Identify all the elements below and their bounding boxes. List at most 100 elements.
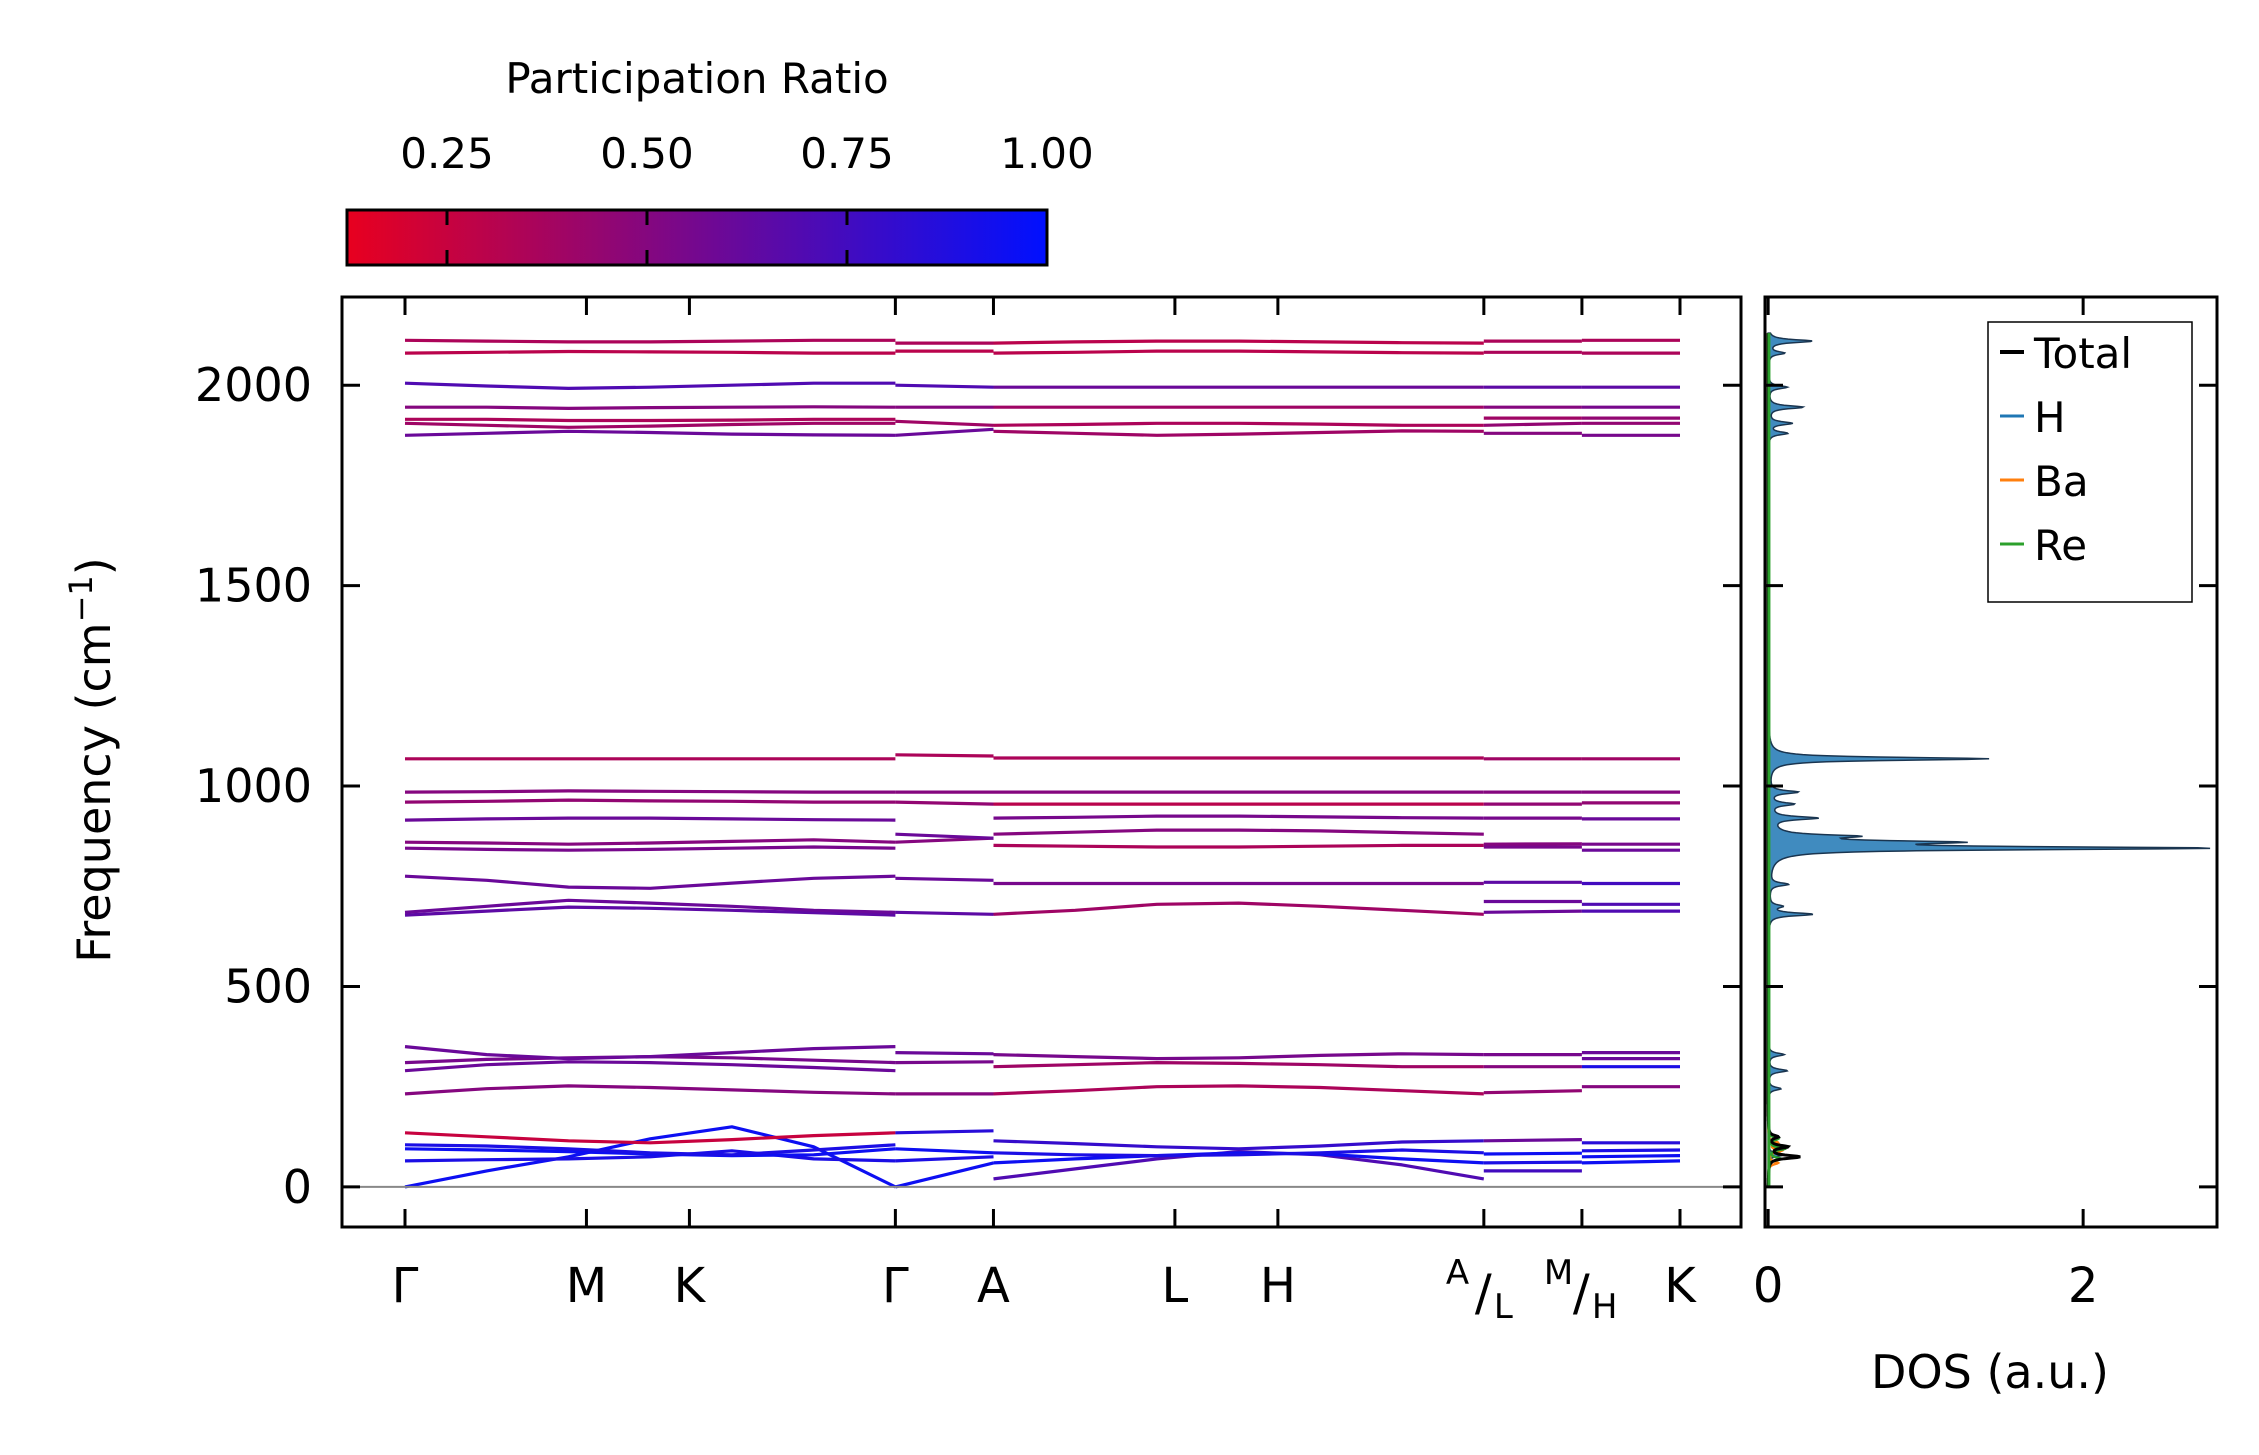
band-line bbox=[993, 421, 1484, 427]
kpoint-label-slash: / bbox=[1475, 1264, 1492, 1322]
band-line bbox=[405, 405, 896, 410]
kpoint-label: H bbox=[1260, 1258, 1296, 1314]
kpoint-label: K bbox=[1664, 1258, 1697, 1314]
y-axis-ticks bbox=[342, 383, 1741, 1189]
band-line bbox=[895, 1147, 994, 1155]
band-line bbox=[993, 1148, 1484, 1158]
band-line bbox=[993, 1139, 1484, 1151]
kpoint-label: L bbox=[1162, 1258, 1189, 1314]
band-line bbox=[895, 876, 994, 882]
band-line bbox=[895, 1060, 994, 1065]
kpoint-label: M bbox=[566, 1258, 607, 1314]
dos-x-tick-label: 0 bbox=[1753, 1258, 1784, 1314]
band-line bbox=[404, 905, 896, 917]
dos-x-axis-label: DOS (a.u.) bbox=[1871, 1345, 2109, 1399]
colorbar-title: Participation Ratio bbox=[505, 54, 888, 103]
band-line bbox=[1483, 1138, 1582, 1143]
band-line bbox=[404, 429, 896, 437]
band-line bbox=[1581, 1154, 1681, 1159]
band-lines bbox=[404, 338, 1681, 1189]
band-line bbox=[404, 838, 896, 846]
legend: Total H Ba Re bbox=[1987, 321, 2193, 603]
band-line bbox=[895, 1129, 994, 1135]
band-line bbox=[895, 800, 994, 806]
colorbar-tick-label: 0.75 bbox=[800, 129, 894, 178]
y-tick-label: 1500 bbox=[195, 559, 312, 613]
band-line bbox=[895, 427, 994, 437]
band-line bbox=[993, 429, 1484, 437]
band-line bbox=[404, 845, 896, 852]
legend-label: Total bbox=[2033, 329, 2132, 378]
band-line bbox=[404, 1149, 896, 1163]
band-line bbox=[404, 789, 896, 794]
dos-curves bbox=[1766, 332, 2211, 1188]
kpoint-label: H bbox=[1592, 1287, 1618, 1327]
band-line bbox=[404, 381, 896, 390]
y-tick-label: 500 bbox=[224, 959, 312, 1013]
legend-box bbox=[1987, 321, 2193, 603]
kpoint-label: K bbox=[674, 1258, 707, 1314]
band-line bbox=[895, 1155, 994, 1163]
y-tick-labels: 0 500 1000 1500 2000 bbox=[195, 358, 312, 1214]
band-line bbox=[404, 1125, 897, 1189]
band-line bbox=[1483, 1151, 1582, 1156]
y-tick-label: 2000 bbox=[195, 358, 312, 412]
band-line bbox=[993, 1151, 1484, 1165]
band-line bbox=[993, 1052, 1484, 1061]
kpoint-label: Γ bbox=[882, 1258, 909, 1314]
band-line bbox=[895, 419, 994, 427]
band-line bbox=[1483, 909, 1582, 914]
band-line bbox=[895, 832, 994, 840]
band-line bbox=[993, 814, 1484, 820]
kpoint-label: Γ bbox=[392, 1258, 419, 1314]
dos-x-ticks bbox=[1766, 297, 2085, 1227]
band-line bbox=[993, 1084, 1484, 1096]
band-line bbox=[1581, 1159, 1681, 1165]
band-line bbox=[404, 798, 896, 804]
band-line bbox=[404, 1131, 896, 1145]
band-line bbox=[1581, 1148, 1681, 1153]
dos-axes-frame bbox=[1763, 295, 2219, 1229]
colorbar-tick-label: 1.00 bbox=[1000, 129, 1094, 178]
x-axis-ticks bbox=[403, 297, 1682, 1227]
band-line bbox=[1483, 1089, 1582, 1095]
band-line bbox=[895, 1161, 994, 1189]
dos-y-ticks bbox=[1765, 383, 2217, 1189]
band-line bbox=[404, 1045, 896, 1061]
band-line bbox=[404, 874, 896, 890]
legend-label: H bbox=[2034, 393, 2066, 442]
legend-label: Ba bbox=[2034, 457, 2089, 506]
band-line bbox=[993, 828, 1484, 836]
colorbar-tick-labels: 0.25 0.50 0.75 1.00 bbox=[400, 129, 1094, 178]
band-line bbox=[405, 417, 896, 423]
colorbar-tick-label: 0.25 bbox=[400, 129, 494, 178]
band-line bbox=[993, 901, 1484, 916]
y-tick-label: 0 bbox=[283, 1160, 312, 1214]
band-line bbox=[993, 1061, 1484, 1069]
kpoint-label: A bbox=[977, 1258, 1010, 1314]
band-line bbox=[404, 898, 896, 914]
band-line bbox=[895, 910, 994, 916]
kpoint-label-slash: / bbox=[1573, 1264, 1590, 1322]
colorbar-ticks bbox=[445, 210, 849, 265]
band-line bbox=[895, 383, 994, 389]
y-axis-label: Frequency (cm−1) bbox=[62, 557, 121, 962]
band-line bbox=[404, 421, 896, 429]
legend-items: Total H Ba Re bbox=[2000, 329, 2132, 570]
kpoint-label: L bbox=[1494, 1287, 1513, 1327]
band-line bbox=[1483, 421, 1582, 427]
band-line bbox=[404, 1143, 896, 1157]
kpoint-label: M bbox=[1544, 1253, 1573, 1293]
band-line bbox=[404, 349, 896, 355]
band-line bbox=[895, 753, 994, 758]
colorbar: Participation Ratio 0.25 0.50 0.75 1.00 bbox=[345, 54, 1094, 267]
kpoint-labels: Γ M K Γ A L H A / LM / H K bbox=[392, 1253, 1698, 1327]
y-tick-label: 1000 bbox=[195, 759, 312, 813]
colorbar-tick-label: 0.50 bbox=[600, 129, 694, 178]
main-axes-frame bbox=[340, 295, 1743, 1229]
band-line bbox=[993, 339, 1484, 345]
